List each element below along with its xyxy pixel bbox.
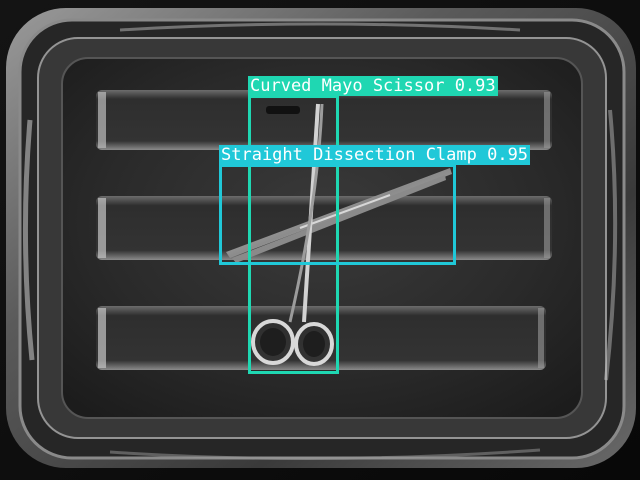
dissection-clamp-drawing: [226, 168, 452, 263]
straight-dissection-clamp-bbox: [219, 164, 456, 265]
tray-slot-top: [96, 90, 552, 150]
curved-mayo-scissor-label: Curved Mayo Scissor 0.93: [248, 76, 498, 96]
straight-dissection-clamp-label: Straight Dissection Clamp 0.95: [219, 145, 531, 165]
curved-mayo-scissor-bbox: [248, 95, 339, 374]
mayo-scissor-drawing: [251, 103, 334, 366]
